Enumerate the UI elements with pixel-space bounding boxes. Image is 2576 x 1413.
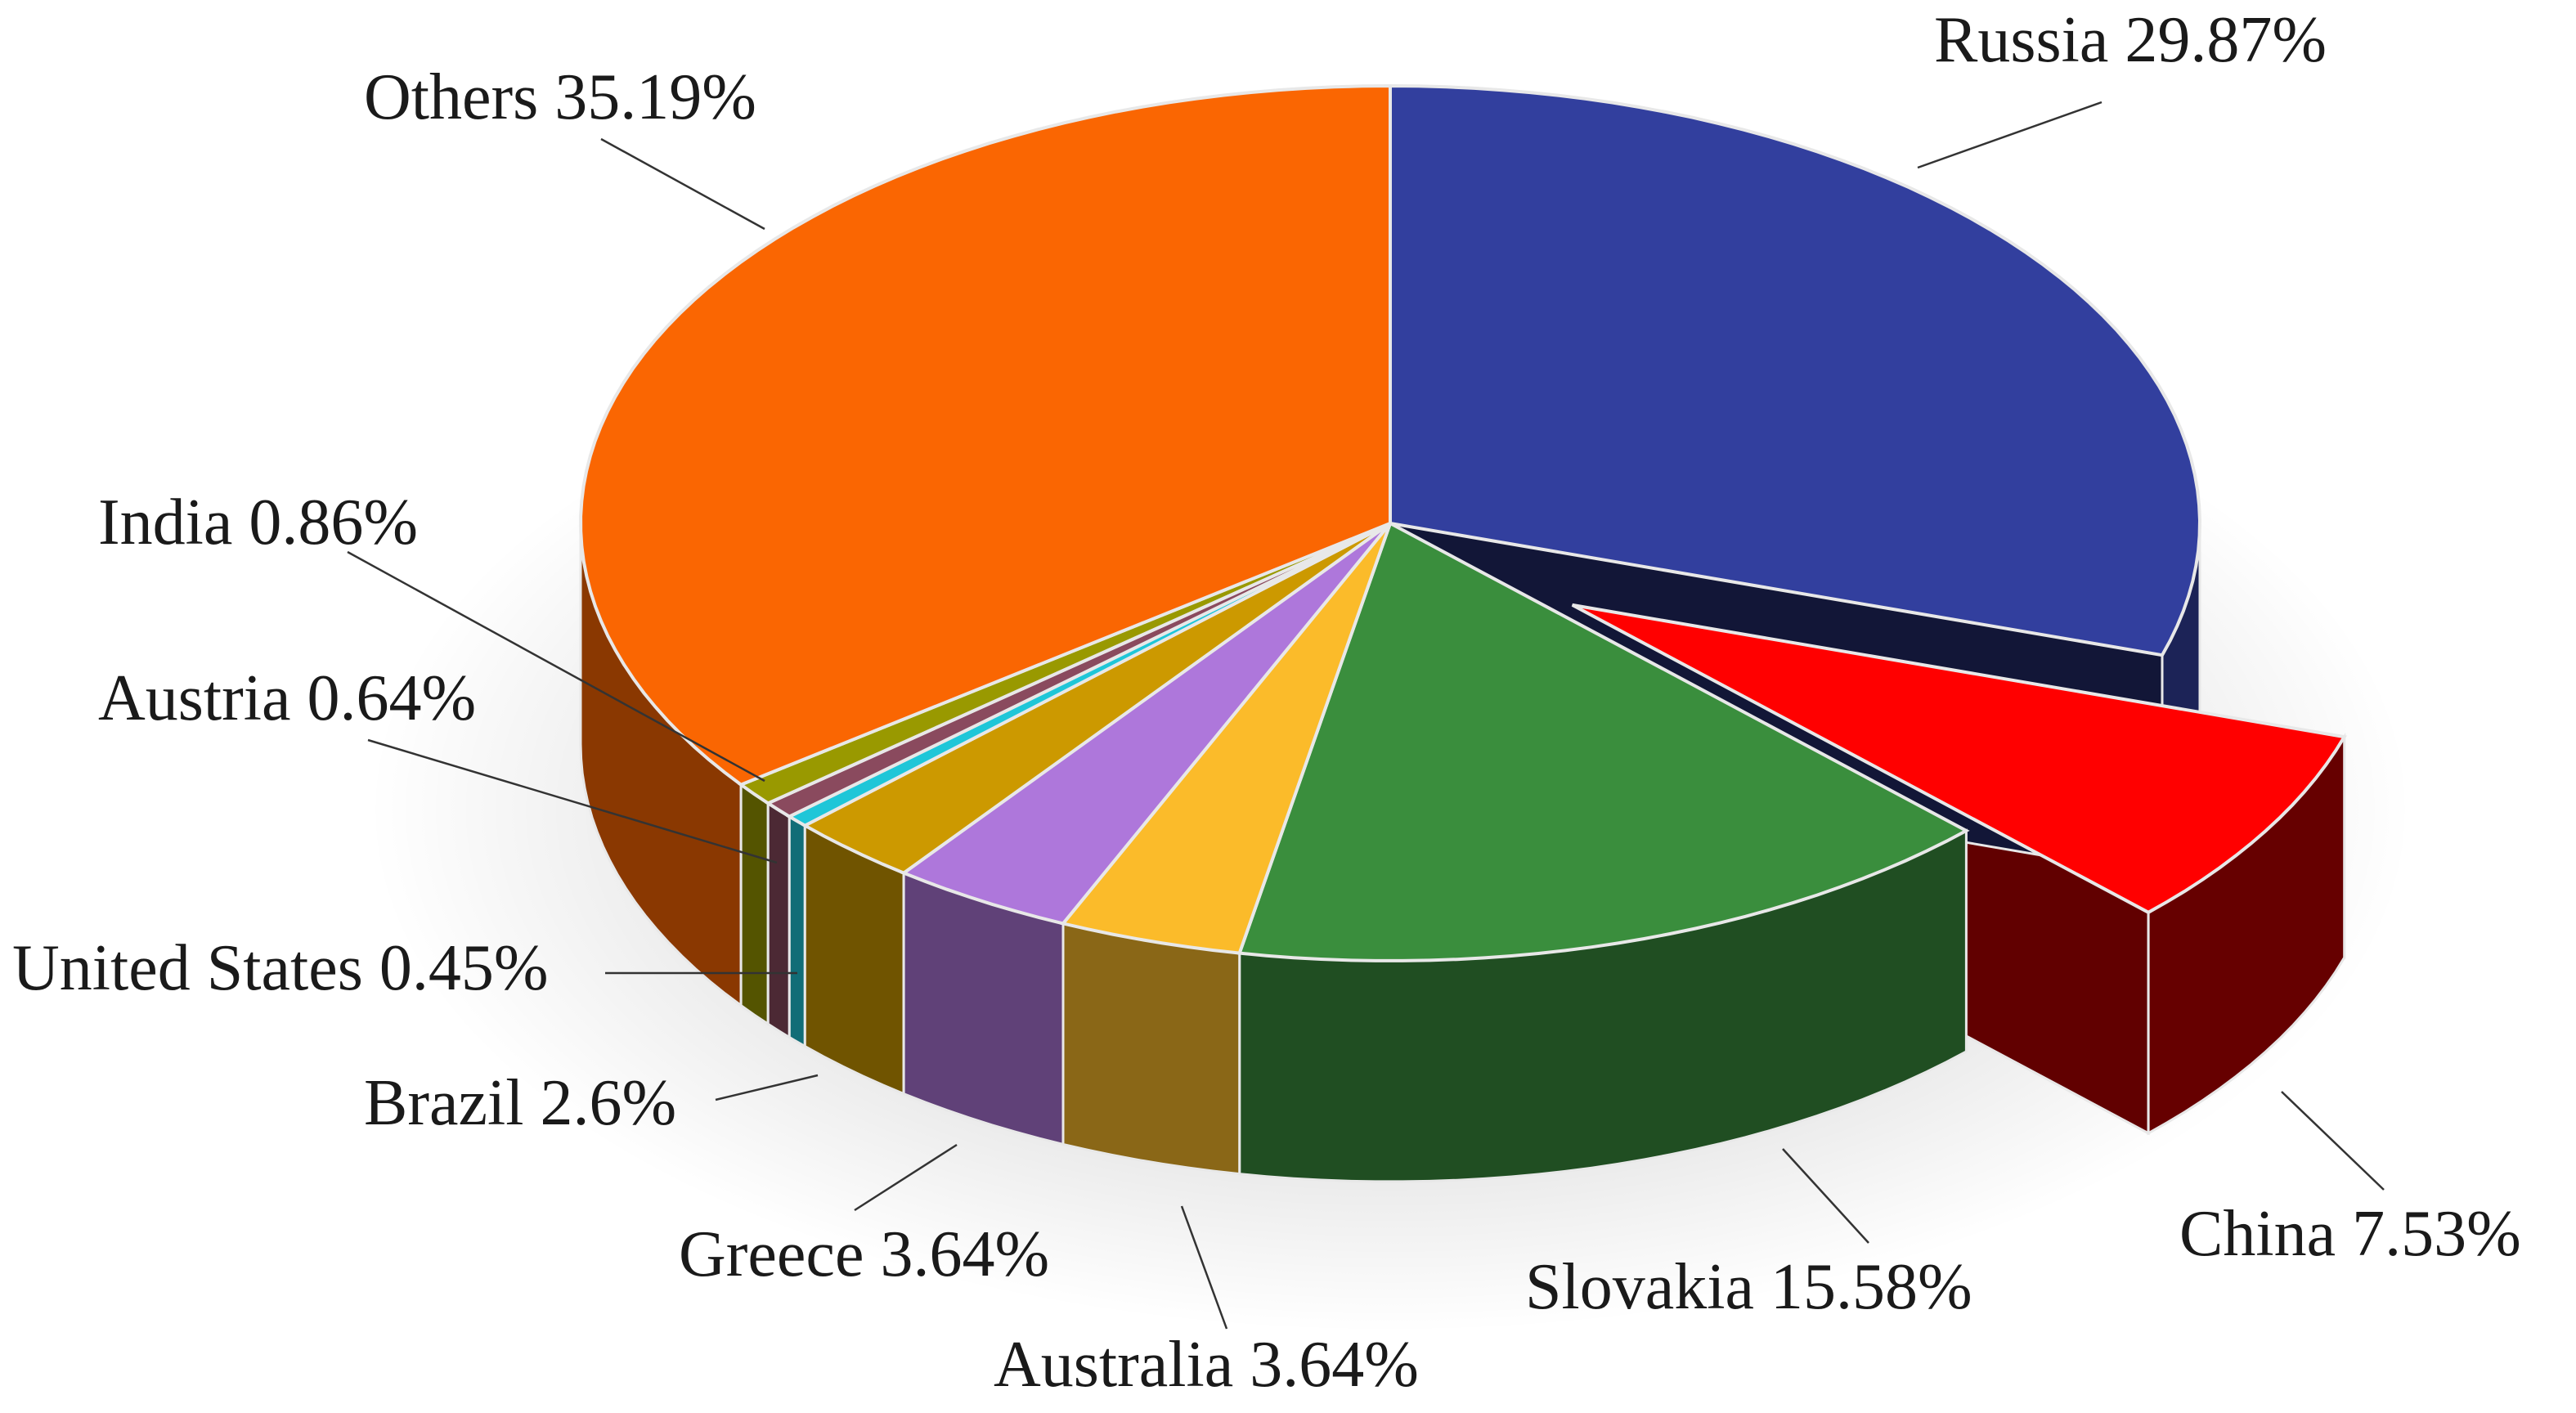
label-others: Others 35.19% (364, 61, 756, 133)
label-australia: Australia 3.64% (994, 1329, 1419, 1401)
label-china: China 7.53% (2179, 1198, 2521, 1270)
leader-line-greece (854, 1143, 958, 1212)
label-greece: Greece 3.64% (679, 1218, 1049, 1290)
slice-side-india (739, 782, 770, 1027)
label-slovakia: Slovakia 15.58% (1525, 1251, 1972, 1323)
label-india: India 0.86% (98, 487, 418, 558)
slice-side-austria (766, 801, 791, 1040)
leader-line-india (347, 550, 765, 783)
label-russia: Russia 29.87% (1934, 4, 2327, 76)
slice-others (579, 83, 1392, 787)
leader-line-slovakia (1782, 1148, 1869, 1244)
slice-greece (900, 522, 1392, 926)
leader-line-australia (1180, 1205, 1228, 1330)
label-united-states: United States 0.45% (12, 932, 548, 1004)
slice-australia (1060, 522, 1392, 955)
leader-line-others (600, 137, 765, 231)
label-brazil: Brazil 2.6% (364, 1067, 676, 1139)
leader-line-austria (367, 738, 778, 864)
slice-side-australia (1061, 922, 1241, 1176)
label-austria: Austria 0.64% (98, 662, 476, 734)
leader-line-brazil (715, 1074, 819, 1101)
slice-slovakia (1236, 521, 1970, 962)
slice-russia (1389, 83, 2202, 657)
slice-china (1571, 603, 2347, 915)
pie-labels: Russia 29.87% China 7.53% Slovakia 15.58% A… (12, 4, 2521, 1401)
leader-line-russia (1917, 101, 2103, 169)
slice-side-united-states (788, 814, 806, 1049)
pie-slices (579, 83, 2347, 1183)
leader-line-china (2281, 1091, 2385, 1191)
slice-brazil (801, 522, 1392, 875)
